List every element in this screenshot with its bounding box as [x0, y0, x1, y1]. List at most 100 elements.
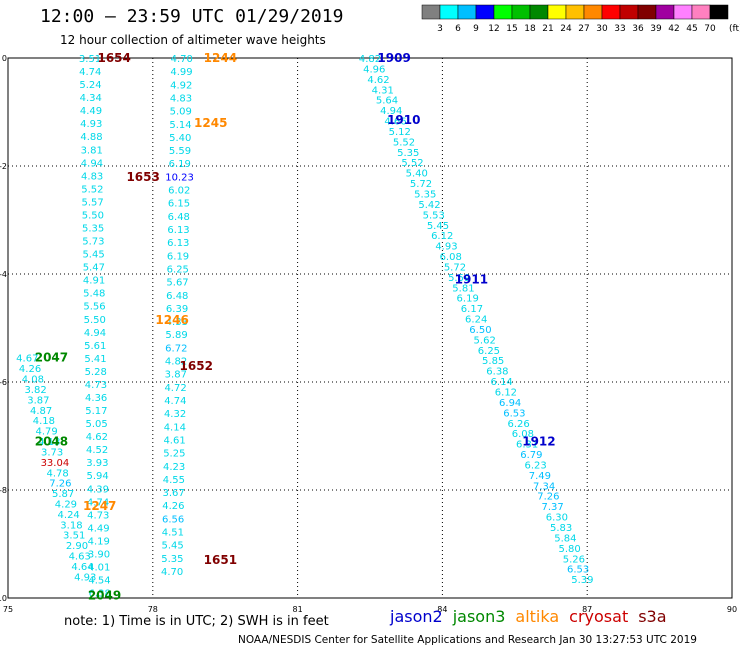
- wave-height-value: 7.26: [49, 479, 71, 490]
- x-tick-label: 90: [727, 605, 737, 614]
- wave-height-value: 4.62: [367, 75, 389, 86]
- wave-height-value: 4.19: [88, 536, 110, 547]
- wave-height-value: 6.25: [167, 264, 189, 275]
- wave-height-value: 4.23: [163, 462, 185, 473]
- wave-height-value: 4.32: [164, 409, 186, 420]
- wave-height-value: 4.70: [161, 567, 183, 578]
- footnote: note: 1) Time is in UTC; 2) SWH is in fe…: [64, 614, 329, 629]
- wave-height-value: 4.29: [55, 500, 77, 511]
- scale-tick-label: 9: [473, 24, 479, 34]
- wave-height-value: 4.62: [86, 432, 108, 443]
- color-swatch: [709, 4, 729, 20]
- wave-height-value: 6.23: [525, 460, 547, 471]
- wave-height-value: 4.36: [85, 393, 107, 404]
- wave-height-value: 7.34: [533, 481, 555, 492]
- map-frame: [7, 57, 733, 599]
- x-tick-label: 75: [3, 605, 13, 614]
- wave-height-value: 4.49: [87, 523, 109, 534]
- scale-tick-label: 3: [437, 24, 443, 34]
- satellite-label-cryosat: cryosat: [569, 607, 629, 626]
- wave-height-value: 5.45: [161, 541, 183, 552]
- scale-tick-label: 39: [650, 24, 662, 34]
- x-tick-label: 87: [582, 605, 592, 614]
- wave-height-value: 6.12: [431, 231, 453, 242]
- wave-height-value: 4.92: [170, 80, 192, 91]
- wave-height-value: 5.81: [452, 283, 474, 294]
- satellite-legend: jason2 jason3 altika cryosat s3a: [390, 607, 677, 626]
- pass-time-label: 1911: [455, 272, 488, 286]
- y-tick-label: -4: [0, 270, 7, 279]
- wave-height-value: 5.35: [82, 224, 104, 235]
- wave-height-value: 5.83: [550, 523, 572, 534]
- wave-height-value: 6.31: [516, 440, 538, 451]
- scale-tick-label: 70: [704, 24, 716, 34]
- wave-height-value: 5.50: [82, 210, 104, 221]
- wave-height-value: 6.53: [567, 565, 589, 576]
- wave-height-value: 6.39: [166, 304, 188, 315]
- wave-height-value: 4.94: [380, 106, 402, 117]
- wave-height-value: 4.34: [80, 93, 102, 104]
- wave-height-value: 5.41: [84, 354, 106, 365]
- pass-time-label: 1652: [180, 359, 213, 373]
- scale-tick-label: 12: [488, 24, 499, 34]
- credit-line: NOAA/NESDIS Center for Satellite Applica…: [238, 634, 697, 646]
- wave-height-value: 3.87: [27, 395, 49, 406]
- scale-tick-label: 27: [578, 24, 589, 34]
- wave-height-value: 5.26: [563, 554, 585, 565]
- y-tick-label: -10: [0, 594, 7, 603]
- wave-height-value: 4.96: [363, 64, 385, 75]
- wave-height-value: 33.04: [41, 458, 70, 469]
- wave-height-value: 5.25: [163, 449, 185, 460]
- wave-height-value: 4.08: [22, 375, 44, 386]
- wave-height-value: 4.83: [170, 93, 192, 104]
- wave-height-value: 3.18: [60, 520, 82, 531]
- wave-height-value: 6.13: [167, 238, 189, 249]
- y-tick-label: -8: [0, 486, 7, 495]
- wave-height-value: 5.50: [84, 315, 106, 326]
- scale-tick-label: 6: [455, 24, 461, 34]
- wave-height-value: 6.14: [491, 377, 513, 388]
- wave-height-value: 5.73: [82, 237, 104, 248]
- wave-height-value: 5.72: [444, 262, 466, 273]
- scale-tick-label: 33: [614, 24, 625, 34]
- scale-tick-label: 30: [596, 24, 608, 34]
- wave-height-value: 7.26: [537, 492, 559, 503]
- satellite-label-jason2: jason2: [390, 607, 443, 626]
- wave-height-value: 5.87: [52, 489, 74, 500]
- wave-height-value: 5.56: [83, 302, 105, 313]
- wave-height-value: 4.64: [71, 562, 93, 573]
- wave-height-value: 5.17: [85, 406, 107, 417]
- wave-height-value: 5.05: [86, 419, 108, 430]
- wave-height-value: 4.61: [163, 435, 185, 446]
- wave-height-value: 5.24: [79, 80, 101, 91]
- wave-height-value: 6.94: [499, 398, 521, 409]
- wave-height-value: 5.09: [170, 107, 192, 118]
- wave-height-value: 5.59: [448, 273, 470, 284]
- wave-height-value: 5.35: [161, 554, 183, 565]
- page-title: 12:00 – 23:59 UTC 01/29/2019: [40, 6, 344, 27]
- pass-time-label: 1910: [387, 113, 420, 127]
- wave-height-value: 6.15: [168, 199, 190, 210]
- wave-height-value: 6.17: [461, 304, 483, 315]
- wave-height-value: 6.19: [457, 294, 479, 305]
- wave-height-value: 6.13: [167, 225, 189, 236]
- wave-height-value: 6.19: [167, 251, 189, 262]
- wave-height-value: 3.87: [165, 370, 187, 381]
- wave-height-value: 6.38: [486, 367, 508, 378]
- wave-height-value: 5.12: [389, 127, 411, 138]
- wave-height-value: 5.52: [401, 158, 423, 169]
- wave-height-value: 5.40: [406, 169, 428, 180]
- wave-height-value: 4.01: [88, 563, 110, 574]
- wave-height-value: 4.33: [166, 317, 188, 328]
- pass-time-label: 1909: [377, 51, 410, 65]
- wave-height-value: 6.72: [165, 343, 187, 354]
- wave-height-value: 5.45: [427, 221, 449, 232]
- wave-height-value: 5.28: [85, 367, 107, 378]
- scale-tick-label: 15: [506, 24, 517, 34]
- wave-height-value: 4.88: [80, 132, 102, 143]
- wave-height-value: 6.08: [512, 429, 534, 440]
- wave-height-value: 5.42: [418, 200, 440, 211]
- wave-height-value: 5.52: [81, 184, 103, 195]
- wave-height-value: 7.37: [542, 502, 564, 513]
